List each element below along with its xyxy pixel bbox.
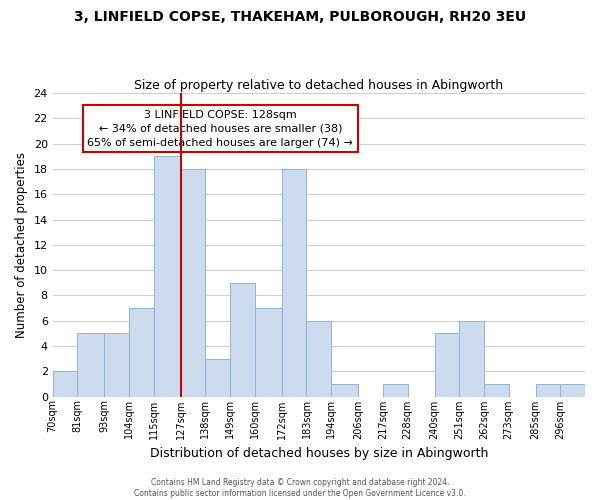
Text: Contains HM Land Registry data © Crown copyright and database right 2024.
Contai: Contains HM Land Registry data © Crown c… [134, 478, 466, 498]
Bar [181, 169, 205, 396]
Text: 3 LINFIELD COPSE: 128sqm
← 34% of detached houses are smaller (38)
65% of semi-d: 3 LINFIELD COPSE: 128sqm ← 34% of detach… [88, 110, 353, 148]
Bar [129, 308, 154, 396]
Bar [77, 334, 104, 396]
Bar [154, 156, 181, 396]
X-axis label: Distribution of detached houses by size in Abingworth: Distribution of detached houses by size … [149, 447, 488, 460]
Bar [560, 384, 585, 396]
Bar [282, 169, 307, 396]
Y-axis label: Number of detached properties: Number of detached properties [15, 152, 28, 338]
Text: 3, LINFIELD COPSE, THAKEHAM, PULBOROUGH, RH20 3EU: 3, LINFIELD COPSE, THAKEHAM, PULBOROUGH,… [74, 10, 526, 24]
Bar [307, 320, 331, 396]
Bar [459, 320, 484, 396]
Bar [434, 334, 459, 396]
Bar [230, 283, 255, 397]
Bar [255, 308, 282, 396]
Bar [484, 384, 509, 396]
Bar [331, 384, 358, 396]
Bar [536, 384, 560, 396]
Bar [53, 371, 77, 396]
Title: Size of property relative to detached houses in Abingworth: Size of property relative to detached ho… [134, 79, 503, 92]
Bar [205, 358, 230, 397]
Bar [383, 384, 407, 396]
Bar [104, 334, 129, 396]
